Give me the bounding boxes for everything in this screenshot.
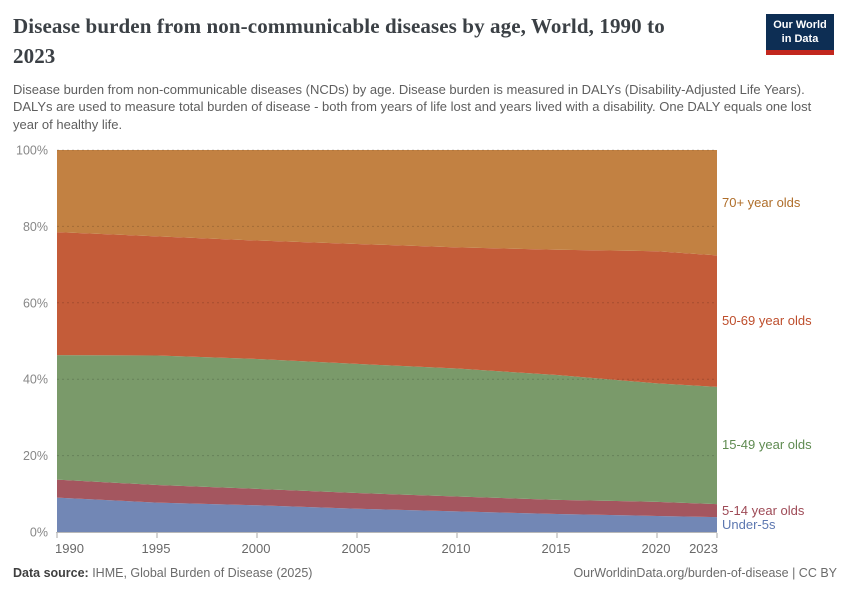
area-50-69-year-olds[interactable]: [57, 232, 717, 387]
y-tick-label-20: 20%: [23, 449, 48, 463]
area-15-49-year-olds[interactable]: [57, 355, 717, 505]
series-label-under-5s[interactable]: Under-5s: [722, 516, 776, 532]
series-label-70-year-olds[interactable]: 70+ year olds: [722, 194, 801, 210]
y-tick-label-100: 100%: [16, 144, 48, 158]
area-under-5s[interactable]: [57, 497, 717, 532]
x-tick-label-2000: 2000: [242, 541, 271, 556]
chart-header: Disease burden from non-communicable dis…: [13, 12, 837, 134]
credit-line: OurWorldinData.org/burden-of-disease | C…: [573, 566, 837, 580]
owid-logo-line2: in Data: [781, 33, 819, 46]
owid-logo: Our World in Data: [766, 14, 834, 55]
x-tick-label-2020: 2020: [642, 541, 671, 556]
data-source: Data source: IHME, Global Burden of Dise…: [13, 566, 312, 580]
chart-footer: Data source: IHME, Global Burden of Dise…: [13, 566, 837, 580]
y-tick-label-0: 0%: [30, 526, 48, 540]
x-tick-label-2005: 2005: [342, 541, 371, 556]
series-label-50-69-year-olds[interactable]: 50-69 year olds: [722, 313, 812, 329]
series-label-5-14-year-olds[interactable]: 5-14 year olds: [722, 502, 805, 518]
y-tick-label-80: 80%: [23, 220, 48, 234]
x-tick-label-2023: 2023: [689, 541, 718, 556]
area-5-14-year-olds[interactable]: [57, 479, 717, 518]
chart-subtitle: Disease burden from non-communicable dis…: [13, 81, 812, 132]
x-tick-label-1995: 1995: [142, 541, 171, 556]
y-tick-label-40: 40%: [23, 373, 48, 387]
page-title: Disease burden from non-communicable dis…: [13, 14, 665, 68]
series-label-15-49-year-olds[interactable]: 15-49 year olds: [722, 437, 812, 453]
area-70-year-olds[interactable]: [57, 150, 717, 256]
x-tick-label-2010: 2010: [442, 541, 471, 556]
owid-logo-line1: Our World: [773, 19, 827, 31]
data-source-label: Data source:: [13, 566, 89, 580]
y-tick-label-60: 60%: [23, 296, 48, 310]
x-tick-label-2015: 2015: [542, 541, 571, 556]
data-source-text: IHME, Global Burden of Disease (2025): [88, 566, 313, 580]
x-tick-label-1990: 1990: [55, 541, 84, 556]
